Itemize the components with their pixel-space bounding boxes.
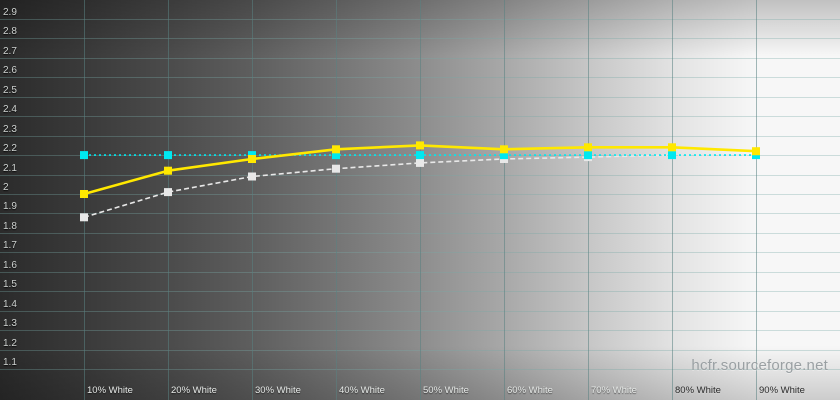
background-band xyxy=(252,0,336,402)
data-point-marker xyxy=(164,188,172,197)
data-point-marker xyxy=(332,164,340,173)
gridline-vertical xyxy=(84,0,85,402)
gridline-vertical xyxy=(252,0,253,402)
background-band xyxy=(336,0,420,402)
data-point-marker xyxy=(80,213,88,222)
data-point-marker xyxy=(584,151,592,160)
background-band xyxy=(672,0,756,402)
data-point-marker xyxy=(584,143,592,152)
y-axis-tick-label: 1.1 xyxy=(3,357,17,368)
y-axis-tick-label: 2.4 xyxy=(3,104,17,115)
background-band xyxy=(0,0,84,402)
data-point-marker xyxy=(164,166,172,175)
background-band xyxy=(756,0,840,402)
y-axis-tick-label: 1.2 xyxy=(3,338,17,349)
y-axis-tick-label: 1.9 xyxy=(3,201,17,212)
data-point-marker xyxy=(80,151,88,160)
y-axis-tick-label: 2.5 xyxy=(3,85,17,96)
x-axis-tick-label: 80% White xyxy=(675,385,721,396)
gridline-vertical xyxy=(420,0,421,402)
y-axis-tick-label: 2.1 xyxy=(3,163,17,174)
y-axis-tick-label: 2.7 xyxy=(3,46,17,57)
data-point-marker xyxy=(248,172,256,181)
data-point-marker xyxy=(164,151,172,160)
x-axis-tick-label: 50% White xyxy=(423,385,469,396)
x-axis-tick-label: 60% White xyxy=(507,385,553,396)
gridline-vertical xyxy=(588,0,589,402)
background-band xyxy=(84,0,168,402)
data-point-marker xyxy=(416,151,424,160)
x-axis-tick-label: 70% White xyxy=(591,385,637,396)
series-measured xyxy=(80,141,760,198)
data-point-marker xyxy=(248,155,256,163)
data-point-marker xyxy=(668,151,676,160)
data-point-marker xyxy=(332,145,340,154)
bottom-edge xyxy=(0,400,840,402)
y-axis-tick-label: 1.6 xyxy=(3,260,17,271)
data-point-marker xyxy=(668,143,676,152)
x-axis-tick-label: 30% White xyxy=(255,385,301,396)
data-point-marker xyxy=(500,145,508,154)
background-band xyxy=(504,0,588,402)
data-point-marker xyxy=(416,158,424,167)
background-band xyxy=(420,0,504,402)
y-axis-tick-label: 1.4 xyxy=(3,299,17,310)
y-axis-tick-label: 2.9 xyxy=(3,7,17,18)
x-axis-tick-label: 40% White xyxy=(339,385,385,396)
data-point-marker xyxy=(416,141,424,150)
gridline-vertical xyxy=(168,0,169,402)
x-axis-tick-label: 20% White xyxy=(171,385,217,396)
gridline-vertical xyxy=(756,0,757,402)
gridline-vertical xyxy=(336,0,337,402)
y-axis-tick-label: 2 xyxy=(3,182,9,193)
data-point-marker xyxy=(752,147,760,156)
y-axis-tick-label: 1.3 xyxy=(3,318,17,329)
gridline-vertical xyxy=(672,0,673,402)
y-axis-tick-label: 2.2 xyxy=(3,143,17,154)
y-axis-tick-label: 1.8 xyxy=(3,221,17,232)
series-secondary xyxy=(80,151,760,222)
watermark-label: hcfr.sourceforge.net xyxy=(691,357,828,374)
y-axis-tick-label: 2.6 xyxy=(3,65,17,76)
series-line xyxy=(83,154,756,219)
y-axis-tick-label: 1.5 xyxy=(3,279,17,290)
data-point-marker xyxy=(332,151,340,160)
gridline-vertical xyxy=(504,0,505,402)
y-axis-tick-label: 1.7 xyxy=(3,240,17,251)
x-axis-tick-label: 90% White xyxy=(759,385,805,396)
background-band xyxy=(168,0,252,402)
y-axis-tick-label: 2.8 xyxy=(3,26,17,37)
x-axis-tick-label: 10% White xyxy=(87,385,133,396)
y-axis-tick-label: 2.3 xyxy=(3,124,17,135)
background-band xyxy=(588,0,672,402)
data-point-marker xyxy=(500,151,508,160)
data-point-marker xyxy=(80,190,88,198)
